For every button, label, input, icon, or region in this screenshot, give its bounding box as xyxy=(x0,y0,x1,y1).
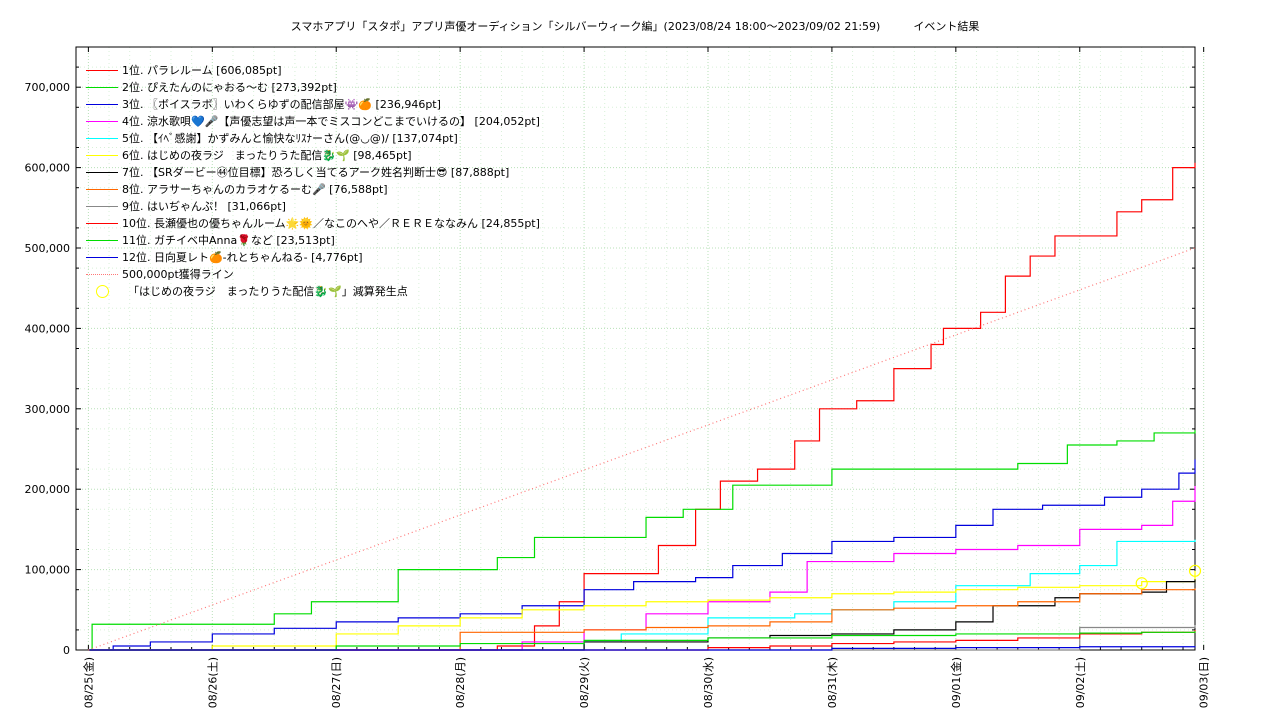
legend-entry: 10位. 長瀬優也の優ちゃんルーム🌟🌞／なこのへや／ＲＥＲＥななみん [24,8… xyxy=(86,215,540,232)
legend-swatch xyxy=(86,206,118,207)
legend-swatch xyxy=(86,240,118,241)
x-tick-label: 09/03(日) xyxy=(1198,657,1211,708)
legend-entry: 500,000pt獲得ライン xyxy=(86,266,540,283)
legend-entry: 6位. はじめの夜ラジ まったりうた配信🐉🌱 [98,465pt] xyxy=(86,147,540,164)
series-line-1 xyxy=(88,162,1196,651)
x-tick-label: 08/26(土) xyxy=(206,657,219,708)
y-tick-label: 0 xyxy=(63,644,70,657)
legend-entry-marker: 「はじめの夜ラジ まったりうた配信🐉🌱」減算発生点 xyxy=(86,283,540,300)
legend-entry: 5位. 【ｲﾍﾞ感謝】かずみんと愉快なﾘｽﾅーさん(@◡@)/ [137,074… xyxy=(86,130,540,147)
x-tick-label: 08/29(火) xyxy=(578,657,591,708)
legend-label: 8位. アラサーちゃんのカラオケるーむ🎤 [76,588pt] xyxy=(122,183,388,196)
legend-label: 5位. 【ｲﾍﾞ感謝】かずみんと愉快なﾘｽﾅーさん(@◡@)/ [137,074… xyxy=(122,132,458,145)
decrease-point-marker xyxy=(1135,577,1148,590)
legend-label: 2位. ぴえたんのにゃおる〜む [273,392pt] xyxy=(122,81,337,94)
markers xyxy=(1135,564,1202,590)
series-line-8 xyxy=(88,588,1196,651)
legend-swatch xyxy=(86,172,118,173)
legend-entry: 3位. 〖ボイスラボ〗いわくらゆずの配信部屋👾🍊 [236,946pt] xyxy=(86,96,540,113)
chart-title: スマホアプリ「スタポ」アプリ声優オーディション「シルバーウィーク編」(2023/… xyxy=(290,20,980,33)
legend-label: 11位. ガチイベ中Anna🌹など [23,513pt] xyxy=(122,234,335,247)
series-line-13 xyxy=(88,247,1196,651)
legend: 1位. パラレルーム [606,085pt] 2位. ぴえたんのにゃおる〜む [2… xyxy=(86,62,540,300)
legend-swatch xyxy=(86,257,118,258)
y-tick-label: 100,000 xyxy=(25,564,71,577)
legend-label: 12位. 日向夏レト🍊-れとちゃんねる- [4,776pt] xyxy=(122,251,363,264)
legend-label: 9位. はいぢゃんぷ！ [31,066pt] xyxy=(122,200,286,213)
y-tick-labels: 0 100,000 200,000 300,000 400,000 500,000 600,… xyxy=(25,81,71,657)
legend-entry: 1位. パラレルーム [606,085pt] xyxy=(86,62,540,79)
series-line-2 xyxy=(88,430,1196,651)
legend-label: 6位. はじめの夜ラジ まったりうた配信🐉🌱 [98,465pt] xyxy=(122,149,412,162)
legend-label: 500,000pt獲得ライン xyxy=(122,268,234,281)
legend-entry: 2位. ぴえたんのにゃおる〜む [273,392pt] xyxy=(86,79,540,96)
series-line-10 xyxy=(88,630,1196,651)
legend-entry: 9位. はいぢゃんぷ！ [31,066pt] xyxy=(86,198,540,215)
x-tick-label: 08/25(金) xyxy=(81,657,95,708)
legend-entry: 7位. 【SRダービー㊹位目標】恐ろしく当てるアーク姓名判断士😎 [87,888… xyxy=(86,164,540,181)
legend-swatch xyxy=(86,104,118,105)
series-line-11 xyxy=(88,631,1196,651)
x-tick-label: 08/28(月) xyxy=(454,657,467,708)
series-line-4 xyxy=(88,485,1196,651)
legend-swatch xyxy=(86,121,118,122)
legend-entry: 12位. 日向夏レト🍊-れとちゃんねる- [4,776pt] xyxy=(86,249,540,266)
y-tick-label: 600,000 xyxy=(25,162,71,175)
legend-swatch xyxy=(86,274,118,275)
x-tick-label: 08/31(木) xyxy=(826,657,839,708)
y-tick-label: 500,000 xyxy=(25,242,71,255)
y-tick-label: 300,000 xyxy=(25,403,71,416)
y-tick-label: 700,000 xyxy=(25,81,71,94)
legend-entry: 4位. 涼水歌唄💙🎤【声優志望は声一本でミスコンどこまでいけるの】 [204,0… xyxy=(86,113,540,130)
legend-swatch xyxy=(86,87,118,88)
series-line-6 xyxy=(88,570,1196,651)
legend-label: 3位. 〖ボイスラボ〗いわくらゆずの配信部屋👾🍊 [236,946pt] xyxy=(122,98,441,111)
legend-swatch xyxy=(86,70,118,71)
legend-swatch xyxy=(86,189,118,190)
legend-entry: 11位. ガチイベ中Anna🌹など [23,513pt] xyxy=(86,232,540,249)
y-tick-label: 200,000 xyxy=(25,483,71,496)
legend-label: 7位. 【SRダービー㊹位目標】恐ろしく当てるアーク姓名判断士😎 [87,888… xyxy=(122,166,510,179)
x-tick-labels: 08/25(金) 08/26(土) 08/27(日) 08/28(月) 08/29(火)… xyxy=(81,657,1210,708)
x-tick-label: 09/01(金) xyxy=(949,657,963,708)
legend-label: 10位. 長瀬優也の優ちゃんルーム🌟🌞／なこのへや／ＲＥＲＥななみん [24,8… xyxy=(122,217,540,230)
series-line-12 xyxy=(88,646,1196,651)
series-line-9 xyxy=(88,625,1196,651)
legend-label: 4位. 涼水歌唄💙🎤【声優志望は声一本でミスコンどこまでいけるの】 [204,0… xyxy=(122,115,540,128)
legend-circle-icon xyxy=(96,285,109,298)
legend-swatch xyxy=(86,223,118,224)
legend-label: 1位. パラレルーム [606,085pt] xyxy=(122,64,282,77)
x-tick-label: 08/30(水) xyxy=(702,657,715,708)
series-lines xyxy=(88,162,1196,651)
legend-swatch xyxy=(86,155,118,156)
x-tick-label: 08/27(日) xyxy=(330,657,343,708)
x-tick-label: 09/02(土) xyxy=(1074,657,1087,708)
legend-swatch xyxy=(86,138,118,139)
decrease-point-marker xyxy=(1188,564,1202,577)
series-line-3 xyxy=(88,459,1196,651)
legend-label: 「はじめの夜ラジ まったりうた配信🐉🌱」減算発生点 xyxy=(128,285,408,298)
y-tick-label: 400,000 xyxy=(25,322,71,335)
legend-entry: 8位. アラサーちゃんのカラオケるーむ🎤 [76,588pt] xyxy=(86,181,540,198)
